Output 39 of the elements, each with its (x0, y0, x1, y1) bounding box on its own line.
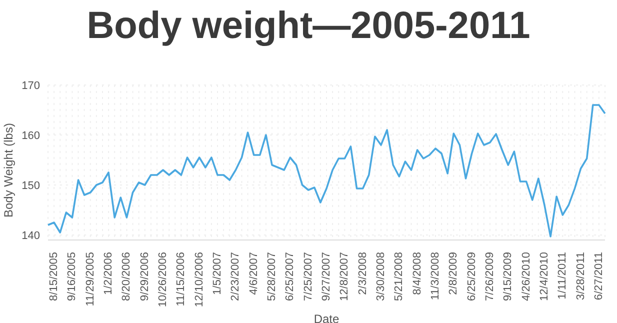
x-tick-label: 9/29/2006 (138, 252, 151, 301)
x-tick-label: 5/28/2007 (266, 252, 278, 301)
x-tick-label: 11/29/2005 (84, 252, 96, 306)
x-tick-label: 1/2/2006 (102, 252, 115, 295)
x-tick-label: 4/6/2007 (248, 252, 260, 295)
x-tick-label: 10/26/2006 (157, 252, 170, 308)
x-tick-label: 11/15/2006 (175, 252, 188, 306)
x-tick-label: 9/15/2009 (502, 252, 514, 301)
x-tick-label: 2/3/2008 (356, 252, 369, 295)
x-tick-label: 7/26/2009 (484, 252, 496, 301)
x-tick-label: 2/8/2009 (448, 252, 460, 295)
x-tick-label: 7/25/2007 (302, 252, 314, 301)
x-tick-label: 6/27/2011 (592, 252, 605, 300)
x-axis-title: Date (314, 312, 340, 323)
x-tick-label: 11/3/2008 (429, 252, 442, 300)
x-tick-label: 6/25/2007 (284, 252, 296, 301)
x-tick-label: 5/21/2008 (393, 252, 406, 301)
x-tick-label: 9/27/2007 (320, 252, 332, 301)
x-tick-label: 3/28/2011 (574, 252, 587, 300)
x-tick-label: 1/5/2007 (212, 252, 224, 295)
x-tick-label: 9/16/2005 (66, 252, 78, 301)
x-tick-label: 12/4/2010 (538, 252, 550, 301)
x-tick-label: 8/20/2006 (120, 252, 133, 301)
x-tick-label: 12/8/2007 (338, 252, 351, 301)
chart-title: Body weight—2005-2011 (86, 4, 532, 49)
y-tick-label: 150 (22, 180, 40, 192)
x-tick-label: 3/30/2008 (374, 252, 387, 301)
x-tick-label: 4/26/2010 (520, 252, 532, 301)
x-tick-label: 1/11/2011 (556, 252, 569, 300)
y-tick-label: 160 (22, 130, 40, 142)
x-tick-label: 2/23/2007 (230, 252, 242, 301)
y-axis-title: Body Weight (lbs) (1, 123, 16, 218)
x-tick-label: 8/15/2005 (48, 252, 60, 301)
y-tick-label: 140 (22, 230, 40, 242)
x-tick-label: 6/25/2009 (466, 252, 478, 301)
x-tick-label: 12/10/2006 (193, 252, 206, 308)
line-series (47, 104, 606, 238)
y-tick-label: 170 (22, 80, 40, 92)
x-tick-label: 8/4/2008 (411, 252, 424, 295)
